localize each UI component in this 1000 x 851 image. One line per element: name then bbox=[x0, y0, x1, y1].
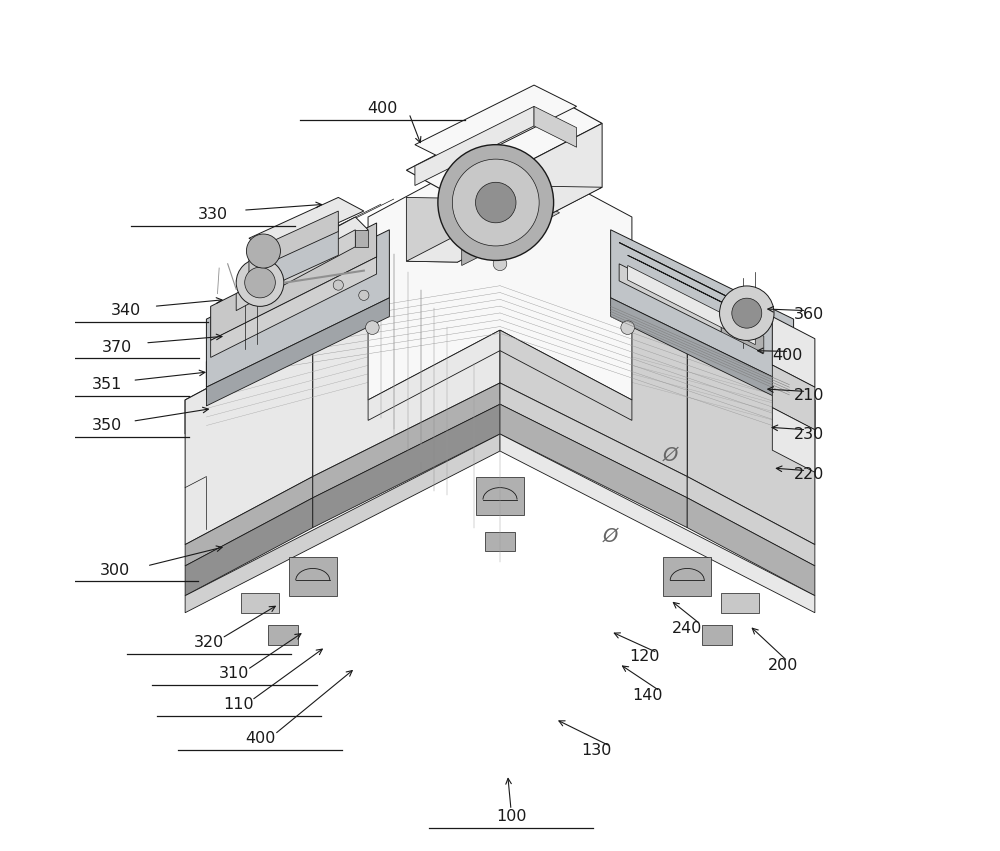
Text: 350: 350 bbox=[92, 418, 122, 433]
Polygon shape bbox=[457, 123, 602, 262]
Polygon shape bbox=[249, 197, 364, 252]
Text: 370: 370 bbox=[102, 340, 132, 355]
Polygon shape bbox=[772, 365, 815, 430]
Polygon shape bbox=[628, 266, 755, 345]
Polygon shape bbox=[619, 243, 764, 315]
Polygon shape bbox=[476, 477, 524, 515]
Polygon shape bbox=[249, 211, 338, 272]
Polygon shape bbox=[406, 186, 602, 262]
Text: 200: 200 bbox=[768, 658, 799, 673]
Text: 310: 310 bbox=[219, 666, 250, 682]
Text: 300: 300 bbox=[100, 563, 130, 578]
Polygon shape bbox=[534, 106, 577, 147]
Polygon shape bbox=[702, 625, 732, 645]
Polygon shape bbox=[185, 477, 313, 566]
Polygon shape bbox=[241, 593, 279, 613]
Polygon shape bbox=[289, 557, 337, 596]
Polygon shape bbox=[687, 498, 815, 596]
Polygon shape bbox=[415, 85, 577, 166]
Circle shape bbox=[475, 182, 516, 223]
Polygon shape bbox=[721, 593, 759, 613]
Polygon shape bbox=[500, 238, 687, 477]
Polygon shape bbox=[211, 257, 377, 357]
Circle shape bbox=[452, 250, 463, 260]
Text: 100: 100 bbox=[496, 809, 526, 825]
Polygon shape bbox=[406, 95, 602, 198]
Text: 130: 130 bbox=[581, 743, 611, 758]
Text: 400: 400 bbox=[245, 731, 275, 746]
Polygon shape bbox=[619, 264, 721, 332]
Polygon shape bbox=[355, 230, 368, 247]
Circle shape bbox=[732, 298, 762, 328]
Polygon shape bbox=[313, 404, 500, 528]
Circle shape bbox=[246, 234, 280, 268]
Polygon shape bbox=[772, 317, 815, 387]
Text: 140: 140 bbox=[632, 688, 662, 703]
Polygon shape bbox=[500, 404, 687, 528]
Circle shape bbox=[333, 280, 343, 290]
Polygon shape bbox=[368, 330, 500, 420]
Text: 330: 330 bbox=[198, 207, 228, 222]
Text: 351: 351 bbox=[92, 377, 122, 392]
Polygon shape bbox=[313, 383, 500, 498]
Polygon shape bbox=[440, 181, 560, 244]
Polygon shape bbox=[500, 434, 815, 613]
Circle shape bbox=[359, 290, 369, 300]
Polygon shape bbox=[500, 234, 794, 400]
Polygon shape bbox=[462, 214, 530, 266]
Polygon shape bbox=[185, 434, 500, 613]
Text: Ø: Ø bbox=[663, 446, 678, 465]
Polygon shape bbox=[268, 625, 298, 645]
Polygon shape bbox=[687, 477, 815, 566]
Polygon shape bbox=[313, 238, 500, 477]
Polygon shape bbox=[236, 230, 355, 311]
Polygon shape bbox=[206, 298, 389, 406]
Text: 320: 320 bbox=[194, 635, 224, 650]
Polygon shape bbox=[663, 557, 711, 596]
Polygon shape bbox=[368, 146, 632, 400]
Text: 240: 240 bbox=[672, 620, 702, 636]
Circle shape bbox=[720, 286, 774, 340]
Polygon shape bbox=[185, 498, 313, 596]
Polygon shape bbox=[206, 217, 794, 379]
Polygon shape bbox=[406, 197, 457, 262]
Circle shape bbox=[621, 321, 634, 334]
Text: Ø: Ø bbox=[603, 527, 618, 545]
Circle shape bbox=[366, 321, 379, 334]
Polygon shape bbox=[611, 230, 794, 387]
Polygon shape bbox=[236, 217, 368, 294]
Polygon shape bbox=[211, 223, 377, 340]
Polygon shape bbox=[772, 408, 815, 472]
Text: 400: 400 bbox=[367, 101, 398, 117]
Polygon shape bbox=[206, 234, 500, 400]
Polygon shape bbox=[611, 298, 794, 406]
Polygon shape bbox=[185, 332, 313, 545]
Polygon shape bbox=[462, 206, 538, 248]
Circle shape bbox=[438, 145, 554, 260]
Polygon shape bbox=[185, 238, 815, 434]
Text: 230: 230 bbox=[794, 426, 824, 442]
Text: 210: 210 bbox=[794, 388, 824, 403]
Text: 220: 220 bbox=[794, 467, 824, 483]
Polygon shape bbox=[500, 383, 687, 498]
Polygon shape bbox=[500, 330, 632, 420]
Circle shape bbox=[452, 159, 539, 246]
Circle shape bbox=[236, 259, 284, 306]
Text: 360: 360 bbox=[794, 307, 824, 323]
Circle shape bbox=[493, 257, 507, 271]
Polygon shape bbox=[485, 532, 515, 551]
Polygon shape bbox=[415, 106, 534, 186]
Text: 340: 340 bbox=[110, 303, 141, 318]
Polygon shape bbox=[628, 255, 768, 325]
Text: 400: 400 bbox=[772, 348, 803, 363]
Text: 120: 120 bbox=[629, 649, 660, 665]
Polygon shape bbox=[260, 223, 338, 291]
Polygon shape bbox=[687, 332, 815, 545]
Circle shape bbox=[245, 267, 275, 298]
Text: 110: 110 bbox=[223, 697, 254, 712]
Polygon shape bbox=[721, 315, 764, 353]
Polygon shape bbox=[206, 230, 389, 387]
